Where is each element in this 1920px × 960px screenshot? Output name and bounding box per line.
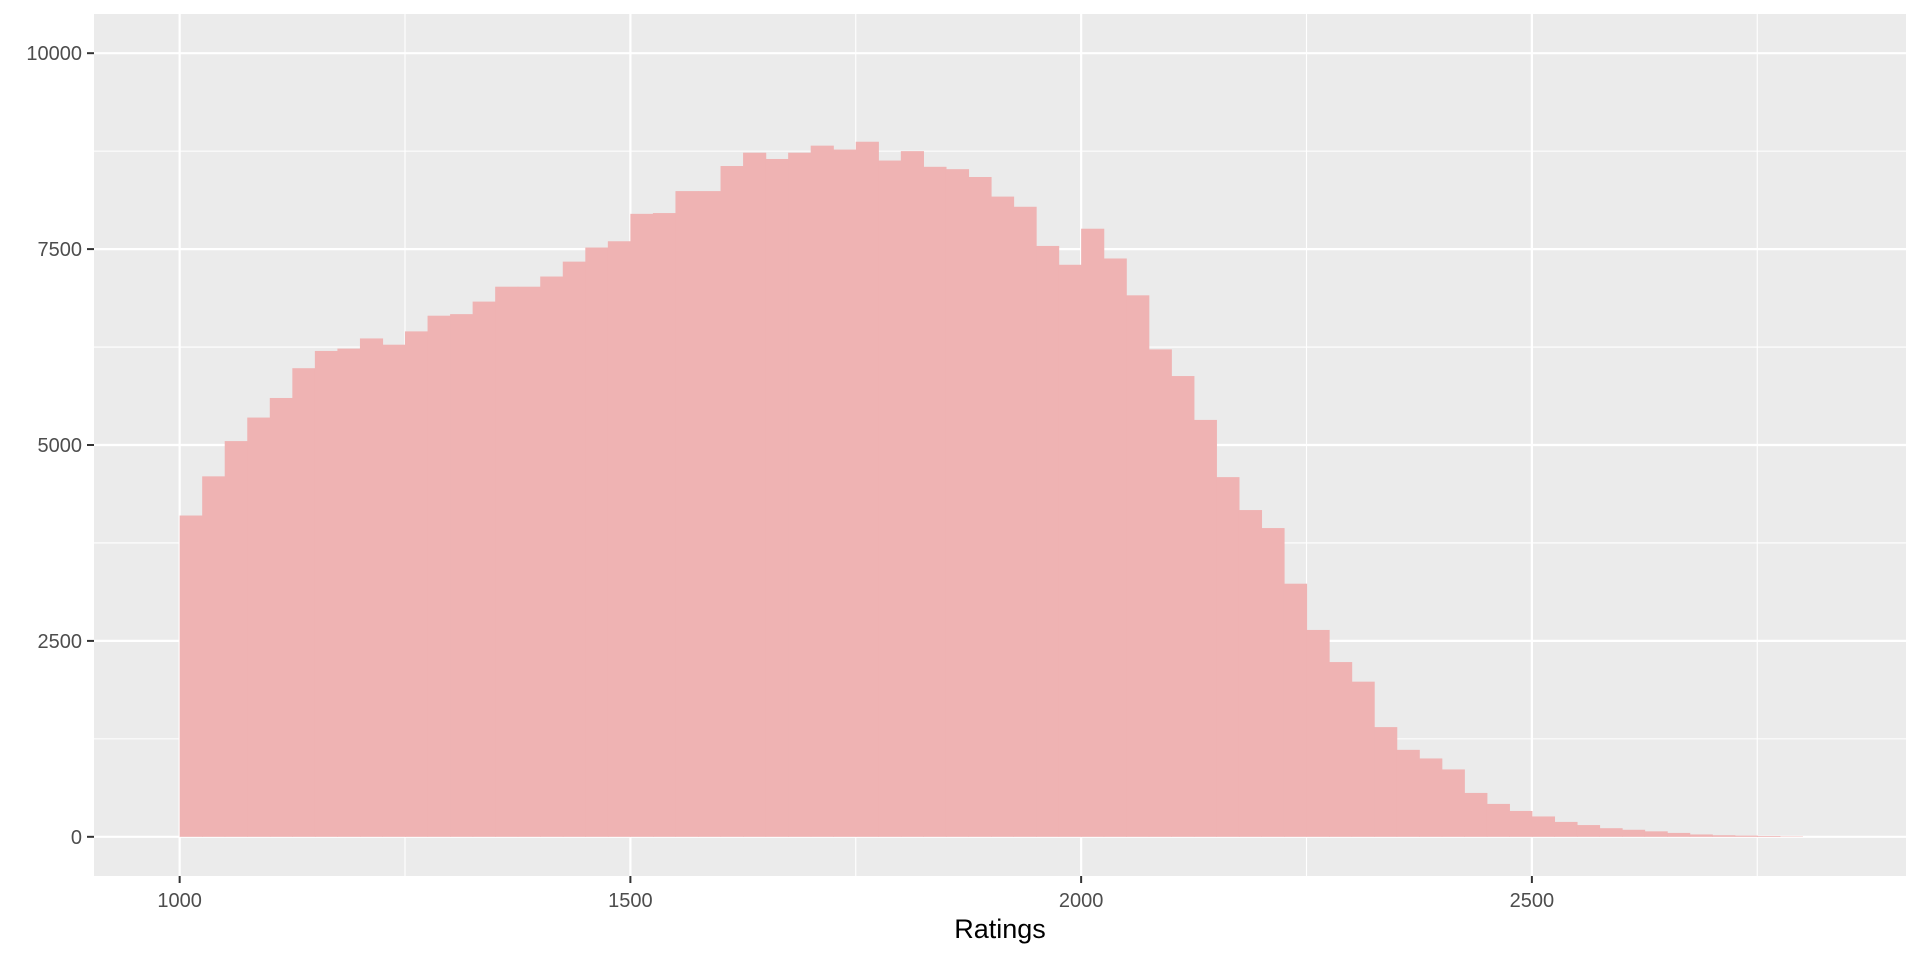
histogram-bar (878, 160, 902, 837)
histogram-bar (900, 151, 924, 837)
y-tick-label: 10000 (26, 43, 82, 65)
histogram-bar (495, 286, 519, 837)
histogram-bar (1081, 228, 1105, 837)
histogram-bar (698, 191, 722, 837)
histogram-bar (1216, 477, 1240, 837)
histogram-bar (1419, 758, 1443, 837)
histogram-bar (202, 476, 226, 837)
histogram-bar (1464, 792, 1488, 837)
histogram-bar (1126, 295, 1150, 837)
histogram-bar (382, 344, 406, 837)
histogram-bar (1374, 727, 1398, 837)
y-tick-label: 7500 (38, 239, 83, 261)
histogram-bar (1261, 528, 1285, 837)
histogram-bar (1622, 829, 1646, 837)
histogram-bar (855, 141, 879, 837)
histogram-bar (1036, 245, 1060, 837)
x-axis: 1000 1500 2000 2500 (157, 876, 1554, 912)
histogram-bar (1441, 769, 1465, 837)
histogram-bar (1306, 629, 1330, 837)
histogram-bar (1283, 583, 1308, 837)
histogram-bar (607, 241, 631, 837)
histogram-bar (1396, 749, 1420, 837)
x-tick-label: 1500 (608, 890, 653, 912)
histogram-bar (1599, 828, 1623, 837)
histogram-bar (359, 338, 384, 837)
histogram-bar (337, 348, 361, 837)
histogram-bar (1013, 206, 1037, 837)
histogram-bar (1103, 258, 1127, 837)
histogram-bar (1667, 832, 1691, 837)
x-tick-label: 1000 (157, 890, 202, 912)
histogram-bar (968, 176, 992, 837)
histogram-bar (990, 196, 1015, 837)
histogram-bar (1531, 816, 1556, 837)
y-tick-label: 0 (71, 827, 82, 849)
histogram-bar (247, 417, 271, 837)
histogram-bar (517, 286, 541, 837)
histogram-bar (427, 315, 451, 837)
histogram-bar (269, 397, 293, 837)
histogram-bar (1058, 264, 1082, 837)
histogram-bar (1509, 810, 1533, 837)
histogram-bar (1644, 831, 1668, 837)
histogram-bar (1734, 835, 1758, 837)
histogram-bar (585, 247, 609, 837)
histogram-bar (1689, 834, 1713, 837)
histogram-bar (179, 515, 203, 837)
histogram-bar (1238, 510, 1263, 837)
histogram-bar (1712, 835, 1736, 837)
histogram-bar (1351, 681, 1375, 837)
histogram-bar (224, 441, 248, 837)
histogram-bar (314, 350, 339, 837)
histogram-bar (562, 261, 586, 837)
histogram-bar (923, 166, 947, 837)
x-tick-label: 2500 (1510, 890, 1555, 912)
histogram-bar (945, 169, 970, 837)
histogram-bar (1171, 376, 1195, 837)
histogram-bar (630, 213, 654, 837)
x-tick-label: 2000 (1059, 890, 1104, 912)
histogram-bar (540, 276, 564, 837)
histogram-bar (405, 331, 429, 837)
histogram-bar (1148, 349, 1172, 837)
histogram-bar (765, 158, 789, 837)
histogram-bar (292, 368, 316, 837)
histogram-bar (1576, 825, 1601, 837)
y-tick-label: 5000 (38, 435, 83, 457)
y-tick-label: 2500 (38, 631, 83, 653)
histogram-bar (472, 301, 496, 837)
histogram-bar (652, 213, 677, 837)
histogram-bar (1329, 662, 1353, 837)
histogram-bar (450, 314, 474, 837)
histogram-bar (810, 145, 834, 837)
histogram-bar (1193, 419, 1217, 837)
histogram-bar (743, 152, 767, 837)
histogram-bar (675, 191, 699, 837)
histogram-bars (179, 141, 1803, 837)
histogram-bar (1757, 836, 1781, 837)
histogram-bar (1554, 821, 1578, 837)
histogram-bar (720, 166, 744, 837)
histogram-bar (788, 152, 812, 837)
histogram-bar (833, 149, 857, 837)
y-axis: 0 2500 5000 7500 10000 (26, 43, 94, 849)
histogram-bar (1486, 803, 1510, 837)
x-axis-title: Ratings (954, 914, 1046, 944)
